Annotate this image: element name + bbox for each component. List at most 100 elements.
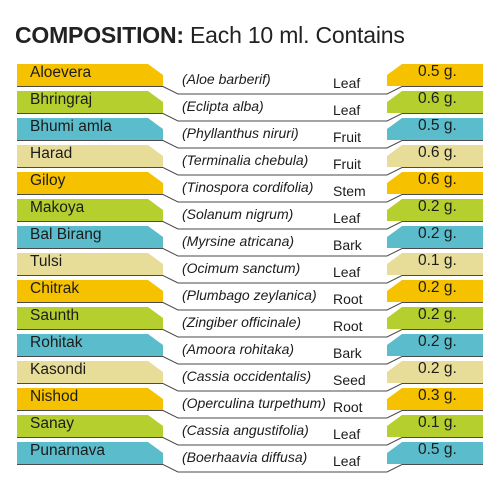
- quantity: 0.2 g.: [418, 225, 457, 242]
- plant-part: Seed: [333, 372, 366, 388]
- plant-part: Leaf: [333, 102, 361, 118]
- botanical-name: (Amoora rohitaka): [182, 341, 295, 357]
- quantity: 0.5 g.: [418, 117, 457, 134]
- ingredient-row: Bhringraj (Eclipta alba) Leaf 0.6 g.: [0, 89, 500, 122]
- herb-name: Bhringraj: [30, 91, 93, 108]
- herb-name-band: [17, 172, 163, 194]
- row-band: [17, 415, 483, 446]
- herb-name-band: [17, 145, 163, 167]
- ingredient-row: Bal Birang (Myrsine atricana) Bark 0.2 g.: [0, 224, 500, 257]
- ingredient-row: Giloy (Tinospora cordifolia) Stem 0.6 g.: [0, 170, 500, 203]
- ingredient-row: Bhumi amla (Phyllanthus niruri) Fruit 0.5 g…: [0, 116, 500, 149]
- quantity: 0.2 g.: [418, 198, 457, 215]
- quantity-band: [387, 361, 483, 383]
- herb-name: Punarnava: [30, 442, 105, 459]
- herb-name: Tulsi: [30, 253, 63, 270]
- herb-name: Sanay: [30, 415, 74, 432]
- ingredient-row: Kasondi (Cassia occidentalis) Seed 0.2 g.: [0, 359, 500, 392]
- row-band: [17, 280, 483, 311]
- botanical-name: (Boerhaavia diffusa): [182, 449, 308, 465]
- row-band: [17, 442, 483, 473]
- herb-name-band: [17, 199, 163, 221]
- row-band: [17, 334, 483, 365]
- botanical-name: (Phyllanthus niruri): [182, 125, 299, 141]
- herb-name-band: [17, 118, 163, 140]
- row-separator-line: [17, 275, 483, 284]
- row-separator-line: [17, 113, 483, 122]
- herb-name-band: [17, 226, 163, 248]
- plant-part: Bark: [333, 237, 362, 253]
- quantity: 0.1 g.: [418, 414, 457, 431]
- plant-part: Root: [333, 318, 363, 334]
- quantity-band: [387, 334, 483, 356]
- row-band: [17, 118, 483, 149]
- plant-part: Root: [333, 291, 363, 307]
- quantity-band: [387, 280, 483, 302]
- quantity-band: [387, 64, 483, 86]
- ingredient-row: Nishod (Operculina turpethum) Root 0.3 g.: [0, 386, 500, 419]
- herb-name-band: [17, 388, 163, 410]
- quantity-band: [387, 226, 483, 248]
- botanical-name: (Ocimum sanctum): [182, 260, 301, 276]
- ingredient-row: Aloevera (Aloe barberif) Leaf 0.5 g.: [0, 62, 500, 95]
- ingredient-row: Tulsi (Ocimum sanctum) Leaf 0.1 g.: [0, 251, 500, 284]
- row-band: [17, 64, 483, 95]
- ingredient-list: Aloevera (Aloe barberif) Leaf 0.5 g. Bhringr…: [0, 62, 500, 473]
- row-separator-line: [17, 437, 483, 446]
- herb-name: Giloy: [30, 172, 66, 189]
- ingredient-row: Sanay (Cassia angustifolia) Leaf 0.1 g.: [0, 413, 500, 446]
- ingredient-row: Saunth (Zingiber officinale) Root 0.2 g.: [0, 305, 500, 338]
- quantity-band: [387, 388, 483, 410]
- row-separator-line: [17, 140, 483, 149]
- plant-part: Bark: [333, 345, 362, 361]
- row-separator-line: [17, 410, 483, 419]
- row-band: [17, 199, 483, 230]
- plant-part: Leaf: [333, 453, 361, 469]
- row-band: [17, 388, 483, 419]
- quantity: 0.6 g.: [418, 171, 457, 188]
- plant-part: Leaf: [333, 210, 361, 226]
- row-separator-line: [17, 302, 483, 311]
- quantity-band: [387, 172, 483, 194]
- row-separator-line: [17, 329, 483, 338]
- composition-title: COMPOSITION: Each 10 ml. Contains: [15, 22, 405, 49]
- quantity: 0.2 g.: [418, 279, 457, 296]
- composition-title-text: Each 10 ml. Contains: [190, 22, 405, 48]
- botanical-name: (Solanum nigrum): [182, 206, 294, 222]
- ingredient-row: Makoya (Solanum nigrum) Leaf 0.2 g.: [0, 197, 500, 230]
- botanical-name: (Myrsine atricana): [182, 233, 295, 249]
- quantity-band: [387, 199, 483, 221]
- herb-name-band: [17, 361, 163, 383]
- quantity: 0.2 g.: [418, 360, 457, 377]
- herb-name: Makoya: [30, 199, 85, 216]
- ingredient-row: Harad (Terminalia chebula) Fruit 0.6 g.: [0, 143, 500, 176]
- quantity-band: [387, 307, 483, 329]
- herb-name-band: [17, 91, 163, 113]
- herb-name-band: [17, 442, 163, 464]
- row-band: [17, 361, 483, 392]
- quantity: 0.3 g.: [418, 387, 457, 404]
- quantity: 0.5 g.: [418, 63, 457, 80]
- botanical-name: (Aloe barberif): [182, 71, 271, 87]
- row-band: [17, 91, 483, 122]
- row-separator-line: [17, 356, 483, 365]
- row-separator-line: [17, 248, 483, 257]
- row-separator-line: [17, 383, 483, 392]
- herb-name: Chitrak: [30, 280, 80, 297]
- ingredient-row: Chitrak (Plumbago zeylanica) Root 0.2 g.: [0, 278, 500, 311]
- quantity-band: [387, 442, 483, 464]
- plant-part: Leaf: [333, 75, 361, 91]
- quantity: 0.1 g.: [418, 252, 457, 269]
- herb-name-band: [17, 253, 163, 275]
- herb-name: Bal Birang: [30, 226, 102, 243]
- herb-name: Saunth: [30, 307, 80, 324]
- botanical-name: (Tinospora cordifolia): [182, 179, 314, 195]
- ingredient-row: Rohitak (Amoora rohitaka) Bark 0.2 g.: [0, 332, 500, 365]
- plant-part: Root: [333, 399, 363, 415]
- herb-name-band: [17, 307, 163, 329]
- plant-part: Fruit: [333, 156, 361, 172]
- herb-name: Nishod: [30, 388, 79, 405]
- botanical-name: (Cassia occidentalis): [182, 368, 312, 384]
- row-band: [17, 172, 483, 203]
- plant-part: Leaf: [333, 264, 361, 280]
